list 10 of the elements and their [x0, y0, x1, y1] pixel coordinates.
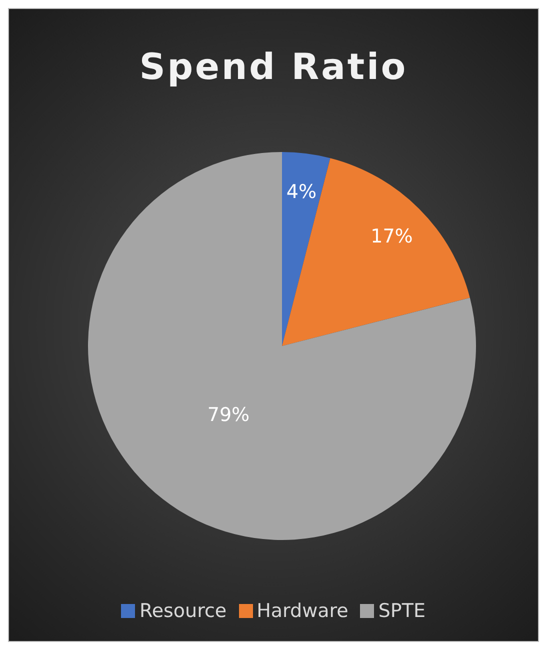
pie-slice — [88, 152, 476, 540]
legend-label: Hardware — [256, 600, 348, 622]
legend-label: Resource — [139, 600, 227, 622]
data-label: 79% — [207, 404, 250, 426]
data-label: 4% — [286, 181, 317, 204]
pie-slice — [282, 152, 330, 346]
chart-title: Spend Ratio — [138, 47, 409, 88]
data-label: 17% — [370, 225, 413, 248]
pie-slice — [282, 158, 470, 346]
legend-label: SPTE — [378, 600, 426, 622]
